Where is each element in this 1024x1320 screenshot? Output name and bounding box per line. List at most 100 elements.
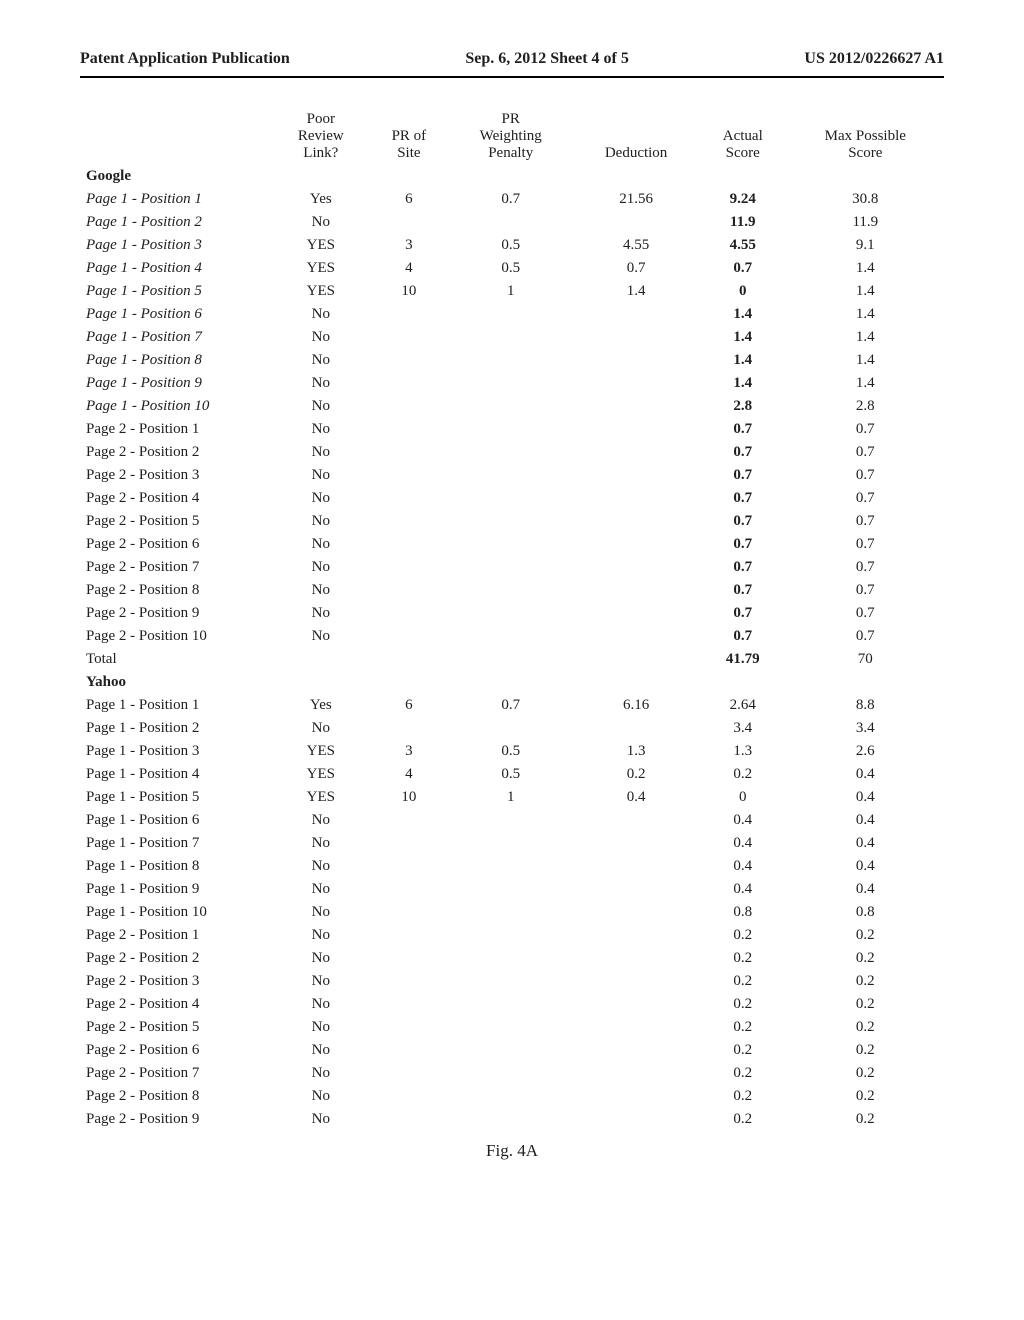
- cell-pen: [448, 464, 573, 487]
- cell-pen: 0.7: [448, 188, 573, 211]
- cell-actual: 0.2: [699, 993, 787, 1016]
- table-row: Page 2 - Position 1No0.20.2: [80, 924, 944, 947]
- cell-ded: [573, 1062, 699, 1085]
- cell-pr: [370, 1062, 449, 1085]
- cell-max: 0.4: [787, 855, 944, 878]
- cell-max: 1.4: [787, 349, 944, 372]
- cell-prl: No: [272, 395, 370, 418]
- cell-pr: 4: [370, 763, 449, 786]
- cell-actual: 1.4: [699, 372, 787, 395]
- cell-actual: 0: [699, 280, 787, 303]
- row-label: Page 1 - Position 10: [80, 901, 272, 924]
- col-actual-score: ActualScore: [699, 108, 787, 165]
- row-label: Page 2 - Position 2: [80, 947, 272, 970]
- table-row: Page 2 - Position 3No0.20.2: [80, 970, 944, 993]
- cell-max: 0.4: [787, 832, 944, 855]
- cell-prl: No: [272, 326, 370, 349]
- patent-page: Patent Application Publication Sep. 6, 2…: [0, 0, 1024, 1201]
- cell-max: 2.8: [787, 395, 944, 418]
- cell-ded: [573, 510, 699, 533]
- cell-actual: 0.2: [699, 924, 787, 947]
- cell-prl: No: [272, 947, 370, 970]
- cell-prl: No: [272, 717, 370, 740]
- cell-max: 0.2: [787, 1108, 944, 1131]
- cell-prl: No: [272, 349, 370, 372]
- cell-actual: 3.4: [699, 717, 787, 740]
- cell-ded: 21.56: [573, 188, 699, 211]
- cell-ded: [573, 717, 699, 740]
- cell-max: 2.6: [787, 740, 944, 763]
- row-label: Page 1 - Position 6: [80, 809, 272, 832]
- table-row: Page 2 - Position 9No0.20.2: [80, 1108, 944, 1131]
- table-row: Page 1 - Position 3YES30.54.554.559.1: [80, 234, 944, 257]
- cell-pen: [448, 809, 573, 832]
- cell-pen: [448, 372, 573, 395]
- cell-pen: 0.5: [448, 740, 573, 763]
- cell-pen: [448, 418, 573, 441]
- cell-pen: [448, 441, 573, 464]
- cell-pen: [448, 924, 573, 947]
- cell-prl: No: [272, 809, 370, 832]
- cell-prl: No: [272, 372, 370, 395]
- row-label: Page 1 - Position 3: [80, 740, 272, 763]
- cell-max: 0.2: [787, 1062, 944, 1085]
- section-title: Google: [80, 165, 944, 188]
- cell-max: 0.4: [787, 786, 944, 809]
- cell-actual: 1.4: [699, 349, 787, 372]
- table-row: Page 2 - Position 1No0.70.7: [80, 418, 944, 441]
- cell-actual: 0.2: [699, 1085, 787, 1108]
- cell-ded: [573, 418, 699, 441]
- row-label: Page 1 - Position 7: [80, 326, 272, 349]
- cell-actual: 0: [699, 786, 787, 809]
- cell-pr: [370, 1039, 449, 1062]
- cell-ded: [573, 1039, 699, 1062]
- cell-actual: 0.2: [699, 1016, 787, 1039]
- cell-ded: [573, 993, 699, 1016]
- cell-ded: [573, 211, 699, 234]
- cell-pen: [448, 579, 573, 602]
- row-label: Page 1 - Position 9: [80, 372, 272, 395]
- row-label: Total: [80, 648, 272, 671]
- cell-prl: YES: [272, 740, 370, 763]
- cell-ded: 1.4: [573, 280, 699, 303]
- cell-ded: [573, 1016, 699, 1039]
- cell-prl: Yes: [272, 188, 370, 211]
- cell-pr: [370, 970, 449, 993]
- cell-pen: [448, 395, 573, 418]
- cell-prl: YES: [272, 763, 370, 786]
- figure-caption: Fig. 4A: [80, 1141, 944, 1161]
- table-row: Page 2 - Position 9No0.70.7: [80, 602, 944, 625]
- cell-prl: No: [272, 970, 370, 993]
- cell-actual: 41.79: [699, 648, 787, 671]
- cell-pen: [448, 648, 573, 671]
- cell-actual: 0.7: [699, 257, 787, 280]
- cell-prl: No: [272, 579, 370, 602]
- cell-actual: 2.8: [699, 395, 787, 418]
- cell-ded: 6.16: [573, 694, 699, 717]
- table-row: Page 2 - Position 10No0.70.7: [80, 625, 944, 648]
- row-label: Page 2 - Position 4: [80, 487, 272, 510]
- cell-pen: 1: [448, 280, 573, 303]
- cell-pen: [448, 510, 573, 533]
- row-label: Page 2 - Position 9: [80, 602, 272, 625]
- cell-ded: [573, 349, 699, 372]
- cell-max: 1.4: [787, 257, 944, 280]
- table-row: Page 1 - Position 9No0.40.4: [80, 878, 944, 901]
- table-row: Page 2 - Position 7No0.20.2: [80, 1062, 944, 1085]
- table-row: Page 2 - Position 7No0.70.7: [80, 556, 944, 579]
- table-row: Page 1 - Position 7No1.41.4: [80, 326, 944, 349]
- cell-actual: 0.2: [699, 1039, 787, 1062]
- col-poor-review: PoorReviewLink?: [272, 108, 370, 165]
- cell-pr: 3: [370, 740, 449, 763]
- section-title: Yahoo: [80, 671, 944, 694]
- table-row: Page 2 - Position 4No0.70.7: [80, 487, 944, 510]
- row-label: Page 1 - Position 8: [80, 855, 272, 878]
- cell-ded: [573, 602, 699, 625]
- table-row: Page 2 - Position 8No0.70.7: [80, 579, 944, 602]
- cell-max: 0.7: [787, 602, 944, 625]
- cell-pr: [370, 625, 449, 648]
- cell-actual: 0.2: [699, 1062, 787, 1085]
- cell-pr: [370, 211, 449, 234]
- table-row: Page 2 - Position 4No0.20.2: [80, 993, 944, 1016]
- cell-ded: [573, 464, 699, 487]
